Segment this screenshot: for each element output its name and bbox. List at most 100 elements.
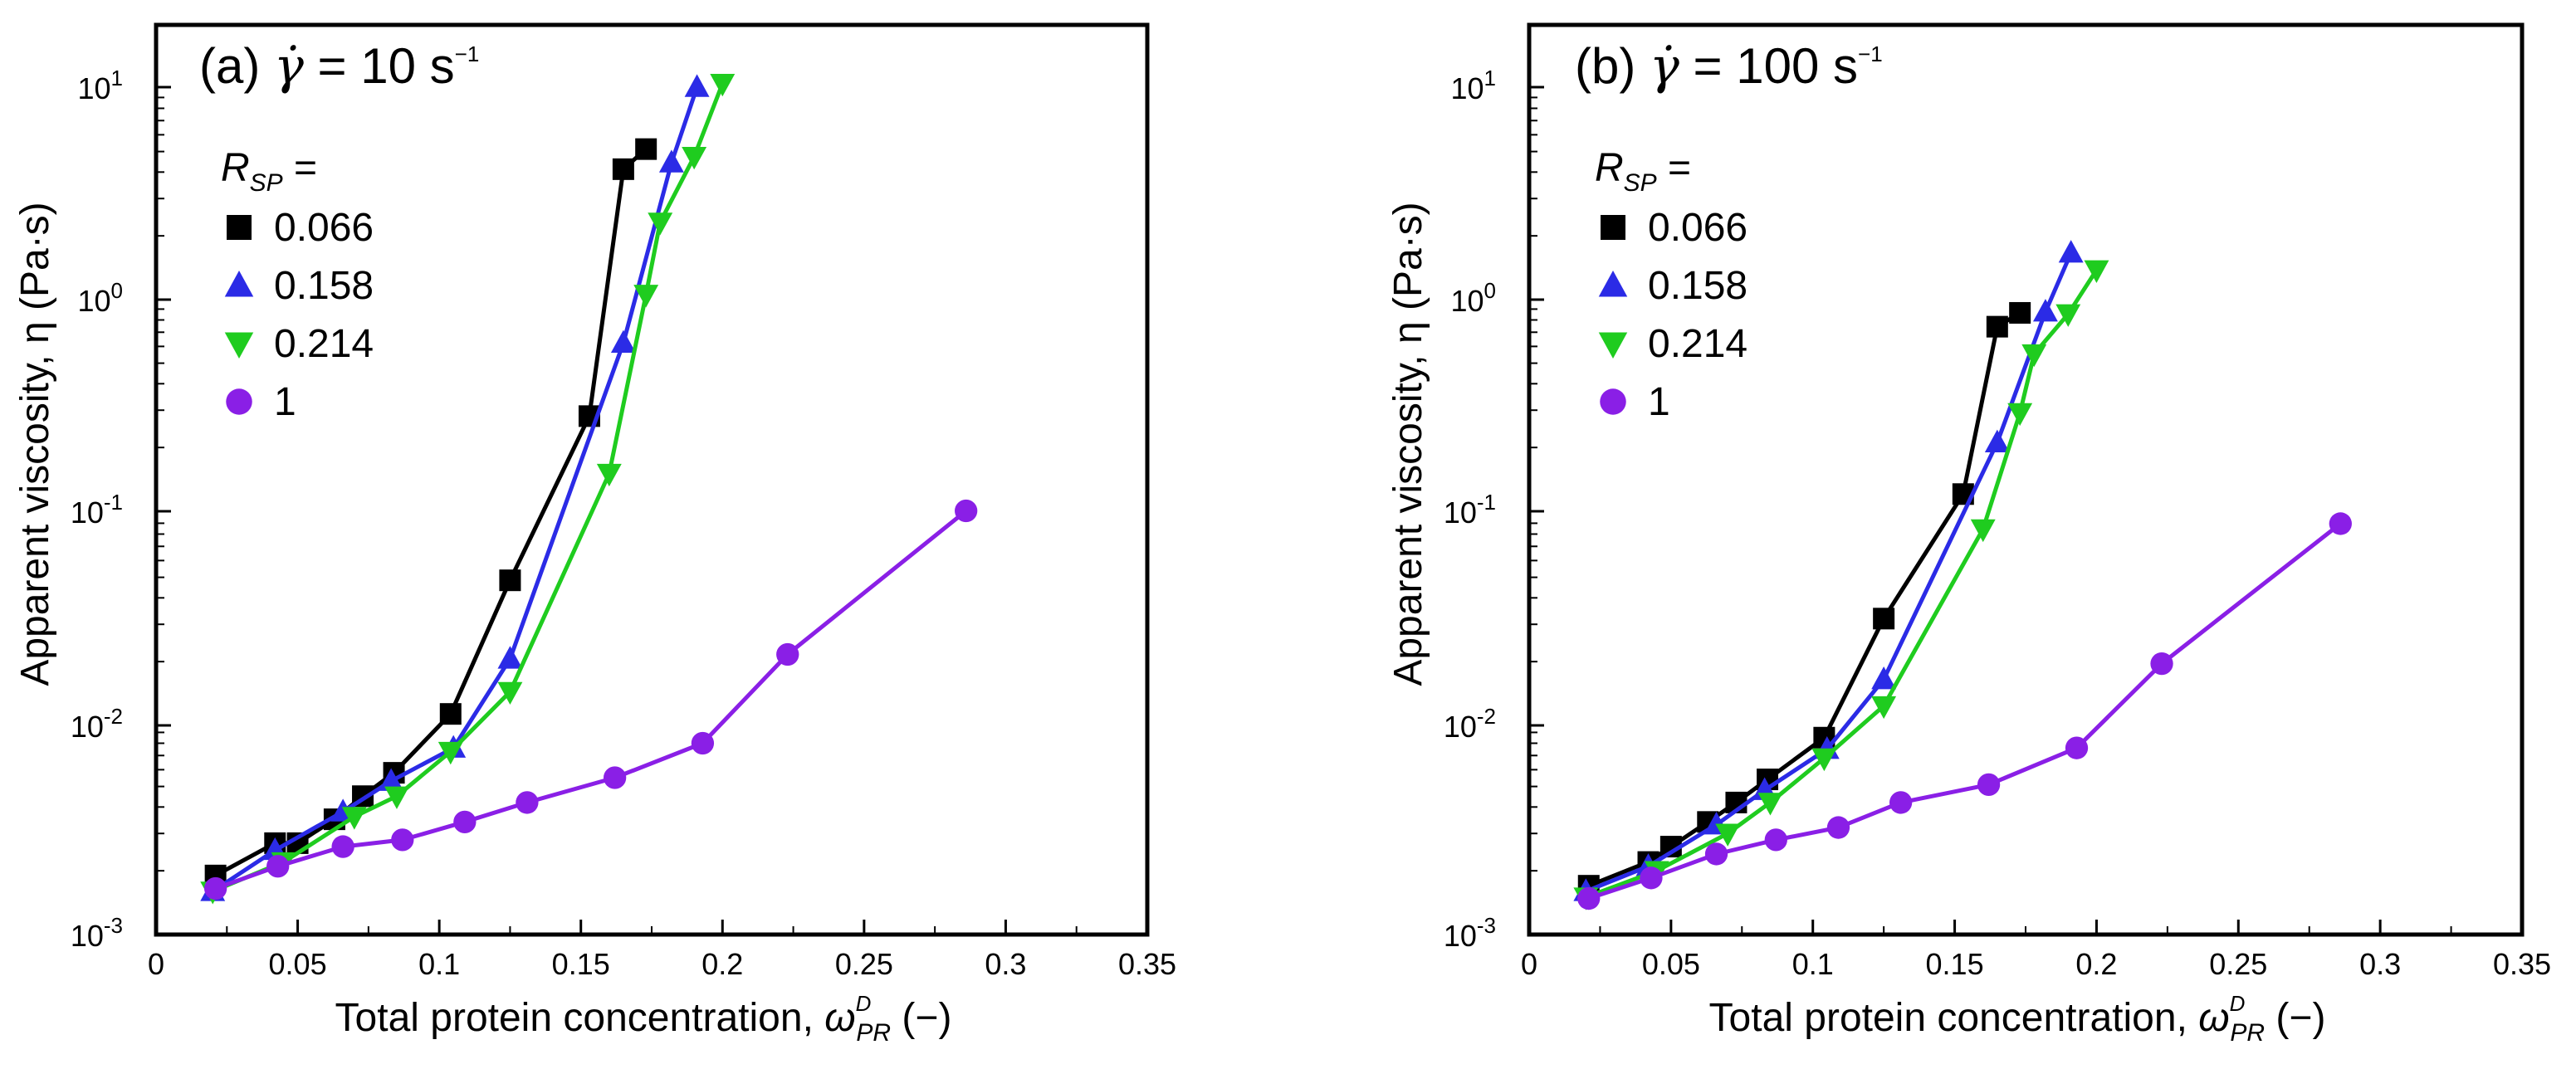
data-point — [384, 786, 409, 809]
data-point — [437, 741, 463, 765]
y-tick-label: 100 — [77, 278, 123, 318]
data-point — [2009, 301, 2031, 324]
legend: RSP = 0.066 0.158 0.214 1 — [221, 146, 374, 424]
x-tick-label: 0.35 — [2493, 947, 2551, 981]
data-point — [499, 569, 521, 592]
x-tick-label: 0.2 — [2075, 947, 2117, 981]
data-point — [341, 807, 367, 830]
legend: RSP = 0.066 0.158 0.214 1 — [1595, 146, 1747, 424]
legend-marker-circle — [226, 388, 252, 415]
legend-label: 0.158 — [274, 264, 374, 308]
legend-marker-triangle-down — [224, 332, 254, 359]
y-tick-label: 10-1 — [71, 490, 123, 530]
data-point — [1871, 666, 1897, 690]
x-tick-label: 0.05 — [269, 947, 327, 981]
data-point — [379, 768, 404, 791]
data-point — [1811, 748, 1837, 772]
x-tick-label: 0.25 — [835, 947, 893, 981]
data-point — [1970, 519, 1996, 543]
data-point — [955, 499, 978, 523]
legend-marker-circle — [1600, 388, 1626, 415]
data-point — [612, 158, 634, 180]
legend-label: 0.214 — [274, 322, 374, 366]
data-point — [1826, 816, 1850, 839]
legend-title: RSP = — [1595, 146, 1691, 197]
data-point — [1889, 791, 1913, 814]
x-tick-label: 0.05 — [1642, 947, 1700, 981]
x-tick-label: 0 — [1521, 947, 1537, 981]
y-tick-label: 10-2 — [71, 704, 123, 744]
data-point — [1640, 866, 1663, 890]
data-point — [1757, 793, 1783, 816]
data-point — [596, 463, 622, 487]
data-point — [1764, 828, 1787, 852]
legend-label: 0.066 — [274, 206, 374, 250]
x-axis-title: Total protein concentration, ωD PR (−) — [335, 991, 952, 1047]
legend-label: 0.214 — [1648, 322, 1747, 366]
x-tick-label: 0.1 — [1792, 947, 1834, 981]
panel-title: (b) γ̇ = 100 s−1 — [1575, 37, 1883, 95]
series-line — [1588, 521, 2342, 901]
x-axis-title: Total protein concentration, ωD PR (−) — [1709, 991, 2326, 1047]
x-tick-label: 0.3 — [985, 947, 1026, 981]
legend-title: RSP = — [221, 146, 317, 197]
data-point — [776, 642, 799, 666]
data-point — [604, 766, 627, 789]
data-point — [391, 828, 414, 852]
data-point — [635, 138, 657, 160]
series-0.066 — [1577, 301, 2031, 897]
legend-marker-square — [1601, 215, 1625, 240]
x-tick-label: 0.15 — [552, 947, 610, 981]
data-point — [497, 681, 523, 705]
data-point — [2055, 304, 2081, 327]
data-point — [2007, 403, 2033, 427]
data-point — [1986, 315, 2008, 338]
y-tick-label: 10-3 — [1444, 913, 1496, 953]
y-tick-label: 10-1 — [1444, 490, 1496, 530]
legend-marker-triangle-up — [224, 271, 254, 297]
data-point — [516, 791, 539, 814]
data-point — [2058, 240, 2084, 263]
data-point — [710, 73, 736, 97]
data-point — [1984, 429, 2010, 452]
data-point — [1704, 842, 1728, 866]
x-tick-label: 0.2 — [701, 947, 743, 981]
y-tick-label: 100 — [1450, 278, 1496, 318]
x-tick-label: 0.1 — [418, 947, 460, 981]
x-tick-label: 0 — [148, 947, 164, 981]
series-1 — [203, 499, 978, 901]
data-point — [691, 731, 715, 755]
data-point — [203, 876, 227, 901]
data-point — [331, 835, 354, 858]
series-1 — [1577, 512, 2352, 910]
data-point — [633, 285, 659, 308]
panel-title: (a) γ̇ = 10 s−1 — [199, 37, 479, 95]
data-point — [266, 855, 290, 878]
data-point — [682, 146, 707, 170]
data-point — [2032, 299, 2058, 322]
data-point — [2150, 652, 2173, 676]
data-point — [2065, 736, 2089, 759]
data-point — [1873, 608, 1895, 630]
y-axis-title: Apparent viscosity, η (Pa·s) — [13, 202, 57, 686]
series-0.214 — [200, 73, 736, 905]
y-tick-label: 101 — [77, 66, 123, 105]
legend-marker-triangle-down — [1598, 332, 1628, 359]
x-tick-label: 0.15 — [1926, 947, 1984, 981]
x-tick-label: 0.3 — [2359, 947, 2401, 981]
data-point — [1871, 696, 1897, 720]
series-line — [214, 509, 968, 891]
data-point — [439, 703, 462, 725]
y-axis-title: Apparent viscosity, η (Pa·s) — [1386, 202, 1430, 686]
chart-panel-b: 0 0.05 0.1 0.15 0.2 0.25 0.3 0.3510-310-210-110… — [1386, 22, 2551, 1047]
legend-marker-square — [227, 215, 252, 240]
y-tick-label: 101 — [1450, 66, 1496, 105]
legend-marker-triangle-up — [1598, 271, 1628, 297]
y-tick-label: 10-3 — [71, 913, 123, 953]
series-0.158 — [200, 74, 710, 901]
data-point — [684, 74, 710, 97]
data-point — [648, 212, 673, 236]
x-tick-label: 0.35 — [1118, 947, 1176, 981]
legend-label: 0.066 — [1648, 206, 1747, 250]
